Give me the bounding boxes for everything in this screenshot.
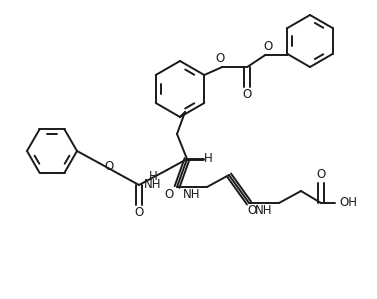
- Text: O: O: [164, 187, 174, 201]
- Text: NH: NH: [255, 204, 273, 216]
- Text: O: O: [134, 207, 144, 219]
- Text: O: O: [264, 39, 273, 53]
- Text: NH: NH: [183, 187, 201, 201]
- Text: H: H: [204, 152, 212, 166]
- Text: O: O: [316, 169, 326, 181]
- Text: O: O: [247, 205, 257, 217]
- Text: O: O: [243, 89, 252, 101]
- Text: H: H: [149, 170, 157, 182]
- Text: NH: NH: [144, 178, 162, 190]
- Text: O: O: [104, 161, 113, 173]
- Text: O: O: [216, 51, 225, 65]
- Text: OH: OH: [339, 196, 357, 210]
